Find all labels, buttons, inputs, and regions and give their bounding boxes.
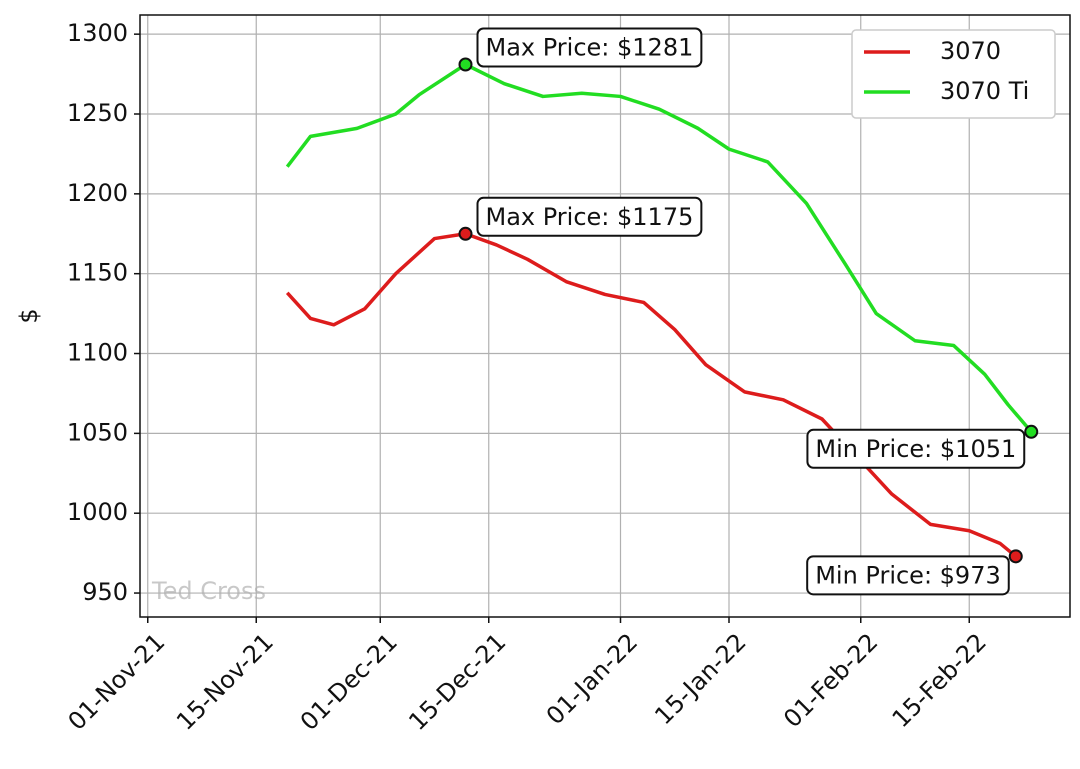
annotation-text: Min Price: $1051 bbox=[815, 435, 1016, 463]
y-tick-label: 1100 bbox=[67, 339, 128, 367]
x-tick-label: 01-Dec-21 bbox=[295, 628, 403, 736]
legend-label: 3070 bbox=[940, 37, 1001, 65]
annotation-marker bbox=[1024, 424, 1039, 439]
x-tick-label: 15-Nov-21 bbox=[171, 628, 279, 736]
series-line bbox=[285, 62, 1033, 433]
annotation: Min Price: $973 bbox=[806, 555, 1010, 596]
y-tick-label: 950 bbox=[82, 578, 128, 606]
annotation-marker bbox=[458, 57, 473, 72]
legend: 3070 3070 Ti bbox=[851, 29, 1056, 119]
series-line bbox=[285, 232, 1017, 558]
annotation-box bbox=[806, 428, 1026, 469]
y-tick-label: 1150 bbox=[67, 259, 128, 287]
annotation-box bbox=[476, 27, 703, 68]
plot-frame bbox=[139, 14, 1071, 618]
annotation-text: Max Price: $1281 bbox=[486, 34, 694, 62]
x-tick-label: 01-Nov-21 bbox=[63, 628, 171, 736]
legend-label: 3070 Ti bbox=[940, 77, 1029, 105]
x-tick-label: 01-Feb-22 bbox=[778, 628, 883, 733]
y-tick-label: 1000 bbox=[67, 498, 128, 526]
x-tick-label: 15-Feb-22 bbox=[887, 628, 992, 733]
y-tick-label: 1200 bbox=[67, 179, 128, 207]
annotation: Max Price: $1281 bbox=[476, 27, 703, 68]
x-tick-label: 15-Jan-22 bbox=[649, 628, 751, 730]
y-axis-label: $ bbox=[15, 308, 43, 323]
y-tick-label: 1050 bbox=[67, 418, 128, 446]
watermark: Ted Cross bbox=[151, 577, 266, 605]
annotation-text: Min Price: $973 bbox=[815, 561, 1001, 589]
x-tick-label: 15-Dec-21 bbox=[403, 628, 511, 736]
annotation: Max Price: $1175 bbox=[476, 196, 703, 237]
y-tick-label: 1300 bbox=[67, 19, 128, 47]
y-tick-label: 1250 bbox=[67, 99, 128, 127]
annotation-box bbox=[476, 196, 703, 237]
annotation-box bbox=[806, 555, 1010, 596]
annotation-marker bbox=[458, 226, 473, 241]
x-tick-label: 01-Jan-22 bbox=[541, 628, 643, 730]
annotation-marker bbox=[1008, 549, 1023, 564]
annotation-text: Max Price: $1175 bbox=[486, 203, 694, 231]
annotation: Min Price: $1051 bbox=[806, 428, 1026, 469]
